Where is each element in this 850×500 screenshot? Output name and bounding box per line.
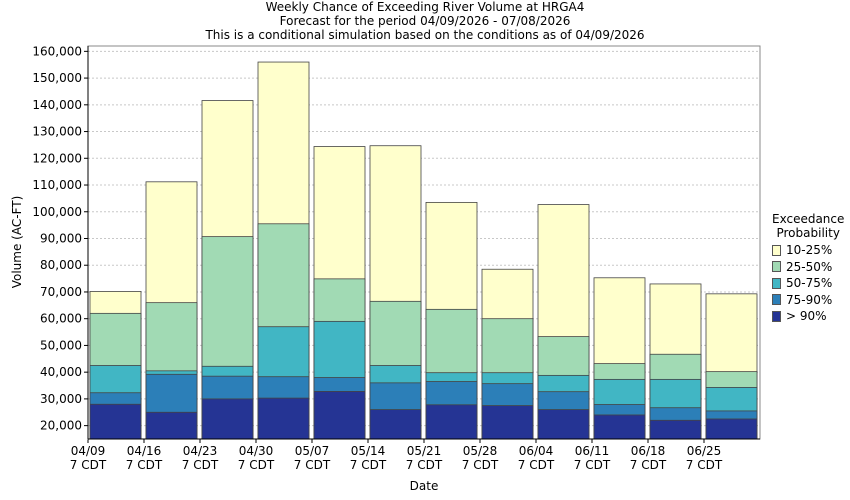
legend-label: 75-90% bbox=[786, 292, 833, 307]
x-tick-label-date: 04/30 bbox=[239, 444, 274, 458]
x-tick-label-date: 05/14 bbox=[351, 444, 386, 458]
legend-title-line-2: Probability bbox=[776, 226, 840, 240]
chart-titles: Weekly Chance of Exceeding River Volume … bbox=[0, 0, 850, 42]
legend-title-line-1: Exceedance bbox=[772, 212, 845, 226]
legend-item: 75-90% bbox=[772, 292, 844, 309]
x-tick-label-time: 7 CDT bbox=[238, 458, 275, 472]
legend-item: > 90% bbox=[772, 308, 844, 325]
x-tick-label-time: 7 CDT bbox=[294, 458, 331, 472]
chart-subtitle-conditions: This is a conditional simulation based o… bbox=[205, 28, 645, 42]
legend-label: > 90% bbox=[786, 309, 827, 324]
y-tick-label: 40,000 bbox=[40, 365, 82, 379]
legend-item: 50-75% bbox=[772, 275, 844, 292]
bar-segment bbox=[425, 404, 478, 440]
x-tick-label-date: 04/09 bbox=[71, 444, 106, 458]
y-tick-label: 110,000 bbox=[32, 178, 82, 192]
chart-subtitle-period: Forecast for the period 04/09/2026 - 07/… bbox=[279, 14, 571, 28]
y-tick-label: 120,000 bbox=[32, 151, 82, 165]
legend-items: 10-25% 25-50% 50-75% 75-90% > 90% bbox=[772, 242, 844, 325]
y-tick-label: 80,000 bbox=[40, 258, 82, 272]
x-tick-label-time: 7 CDT bbox=[518, 458, 555, 472]
y-axis-label: Volume (AC-FT) bbox=[10, 196, 24, 289]
legend-swatch bbox=[772, 294, 781, 306]
bar-segment bbox=[145, 411, 198, 440]
x-tick-label-date: 04/16 bbox=[127, 444, 162, 458]
y-tick-label: 30,000 bbox=[40, 392, 82, 406]
x-tick-label-time: 7 CDT bbox=[686, 458, 723, 472]
x-tick-label-date: 06/18 bbox=[631, 444, 666, 458]
legend-swatch bbox=[772, 277, 781, 289]
plot-area bbox=[88, 46, 760, 439]
bar-segment bbox=[705, 418, 758, 440]
bar-segment bbox=[89, 403, 142, 440]
x-tick-label-date: 06/25 bbox=[687, 444, 722, 458]
x-tick-label-date: 04/23 bbox=[183, 444, 218, 458]
bar-segment bbox=[593, 414, 646, 440]
bar-segment bbox=[481, 405, 534, 440]
x-tick-label-time: 7 CDT bbox=[126, 458, 163, 472]
y-tick-label: 50,000 bbox=[40, 338, 82, 352]
x-tick-label-time: 7 CDT bbox=[70, 458, 107, 472]
x-axis-label: Date bbox=[410, 479, 439, 493]
legend: Exceedance Probability 10-25% 25-50% 50-75… bbox=[772, 212, 844, 325]
grid-lines bbox=[88, 46, 760, 439]
y-tick-label: 140,000 bbox=[32, 98, 82, 112]
y-tick-label: 150,000 bbox=[32, 71, 82, 85]
legend-item: 10-25% bbox=[772, 242, 844, 259]
x-tick-label-date: 05/07 bbox=[295, 444, 330, 458]
y-tick-label: 60,000 bbox=[40, 312, 82, 326]
y-tick-label: 90,000 bbox=[40, 231, 82, 245]
x-tick-label-date: 06/11 bbox=[575, 444, 610, 458]
x-tick-label-time: 7 CDT bbox=[182, 458, 219, 472]
y-tick-label: 20,000 bbox=[40, 419, 82, 433]
legend-swatch bbox=[772, 261, 781, 273]
legend-swatch bbox=[772, 310, 781, 322]
y-tick-label: 130,000 bbox=[32, 125, 82, 139]
x-tick-label-date: 06/04 bbox=[519, 444, 554, 458]
bars bbox=[89, 61, 758, 440]
axes: 20,000 30,000 40,000 50,000 60,000 70,000 80,0… bbox=[32, 44, 761, 472]
y-tick-label: 100,000 bbox=[32, 205, 82, 219]
bar-segment bbox=[257, 397, 310, 440]
legend-label: 50-75% bbox=[786, 276, 833, 291]
legend-label: 25-50% bbox=[786, 259, 833, 274]
chart-title: Weekly Chance of Exceeding River Volume … bbox=[265, 0, 585, 14]
legend-swatch bbox=[772, 244, 781, 256]
bar-segment bbox=[201, 398, 254, 440]
x-tick-label-time: 7 CDT bbox=[462, 458, 499, 472]
y-tick-label: 160,000 bbox=[32, 44, 82, 58]
bar-segment bbox=[369, 409, 422, 440]
x-tick-label-date: 05/28 bbox=[463, 444, 498, 458]
x-tick-label-date: 05/21 bbox=[407, 444, 442, 458]
bar-segment bbox=[649, 419, 702, 440]
legend-label: 10-25% bbox=[786, 243, 833, 258]
x-tick-label-time: 7 CDT bbox=[406, 458, 443, 472]
legend-item: 25-50% bbox=[772, 259, 844, 276]
x-tick-label-time: 7 CDT bbox=[630, 458, 667, 472]
bar-segment bbox=[313, 391, 366, 440]
legend-title: Exceedance Probability bbox=[772, 212, 844, 240]
x-tick-label-time: 7 CDT bbox=[574, 458, 611, 472]
x-tick-label-time: 7 CDT bbox=[350, 458, 387, 472]
bar-segment bbox=[537, 409, 590, 440]
y-tick-label: 70,000 bbox=[40, 285, 82, 299]
